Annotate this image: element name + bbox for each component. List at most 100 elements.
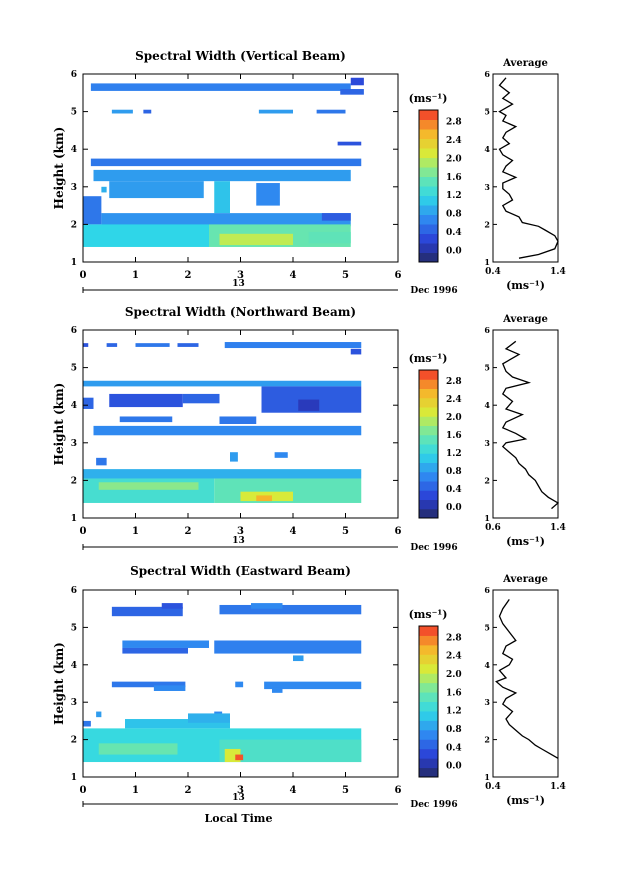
colorbar-tick-label: 0.8 — [446, 210, 462, 220]
y-tick-label: 6 — [71, 70, 77, 80]
colorbar-unit: (ms⁻¹) — [409, 608, 448, 621]
heatmap-cells — [83, 342, 362, 503]
heatmap-cell — [101, 186, 107, 193]
colorbar-tick-label: 0.0 — [446, 762, 462, 772]
colorbar-tick-label: 2.8 — [446, 377, 462, 387]
heatmap-cell — [93, 169, 351, 182]
colorbar-band — [419, 110, 438, 120]
profile-x-tick-label: 1.4 — [550, 782, 566, 792]
x-tick-label: 0 — [80, 785, 87, 796]
colorbar-band — [419, 397, 438, 408]
colorbar-band — [419, 462, 438, 473]
x-tick-label: 5 — [342, 270, 349, 281]
heatmap-cell — [256, 183, 280, 206]
panel-3: Spectral Width (Eastward Beam)0 1 2 3 4 5 6123… — [52, 564, 566, 825]
colorbar-band — [419, 407, 438, 417]
panel-1: Spectral Width (Vertical Beam)0 1 2 3 4 5 6123… — [52, 49, 566, 296]
profile-y-tick-label: 2 — [484, 735, 490, 745]
colorbar: (ms⁻¹) 0.0 0.4 0.8 1.2 1.6 2.0 2.4 2.8 — [409, 608, 462, 778]
heatmap-cell — [101, 213, 351, 227]
colorbar-band — [419, 758, 438, 769]
heatmap-cell — [340, 89, 364, 95]
colorbar-tick-label: 1.6 — [446, 431, 462, 441]
heatmap-cell — [83, 196, 102, 225]
profile-frame — [492, 329, 559, 519]
heatmap-cells — [83, 603, 362, 763]
heatmap-cell — [219, 233, 293, 246]
colorbar: (ms⁻¹) 0.0 0.4 0.8 1.2 1.6 2.0 2.4 2.8 — [409, 352, 462, 519]
heatmap-cell — [90, 83, 351, 91]
colorbar-band — [419, 167, 438, 177]
heatmap-cell — [83, 224, 209, 247]
x-tick-label: 4 — [290, 526, 297, 537]
colorbar-tick-label: 0.4 — [446, 228, 462, 238]
heatmap-cell — [122, 640, 209, 648]
y-tick-label: 4 — [71, 661, 77, 671]
x-tick-label: 6 — [395, 270, 402, 281]
colorbar-tick-label: 1.2 — [446, 449, 462, 459]
x-tick-label: 6 — [395, 526, 402, 537]
colorbar-unit: (ms⁻¹) — [409, 352, 448, 365]
heatmap-cell — [109, 181, 204, 199]
colorbar-band — [419, 767, 438, 778]
colorbar-tick-label: 2.8 — [446, 633, 462, 643]
panel-title: Spectral Width (Vertical Beam) — [135, 49, 346, 63]
profile-y-tick-label: 2 — [484, 219, 490, 229]
colorbar-band — [419, 739, 438, 750]
profile-y-tick-label: 6 — [484, 69, 490, 79]
colorbar-tick-label: 2.4 — [446, 136, 462, 146]
colorbar-tick-label: 0.4 — [446, 485, 462, 495]
profile-y-tick-label: 5 — [484, 107, 490, 117]
colorbar-band — [419, 499, 438, 510]
colorbar-tick-label: 1.6 — [446, 688, 462, 698]
profile-y-tick-label: 1 — [484, 772, 490, 782]
y-tick-label: 3 — [71, 183, 77, 193]
colorbar-band — [419, 508, 438, 519]
colorbar-band — [419, 748, 438, 759]
profile-y-tick-label: 1 — [484, 513, 490, 523]
date-day-label: 13 — [232, 793, 245, 803]
profile-title: Average — [502, 58, 548, 69]
x-tick-label: 2 — [185, 270, 192, 281]
heatmap-cell — [98, 743, 178, 755]
profile-frame — [492, 589, 559, 778]
x-tick-label: 5 — [342, 785, 349, 796]
y-tick-label: 5 — [71, 623, 77, 633]
x-tick-label: 3 — [237, 785, 244, 796]
profile-frame — [492, 73, 559, 263]
y-tick-label: 2 — [71, 476, 77, 486]
x-tick-label: 6 — [395, 785, 402, 796]
y-axis-label: Height (km) — [52, 642, 66, 725]
y-tick-label: 6 — [71, 326, 77, 336]
colorbar-tick-label: 0.0 — [446, 247, 462, 257]
heatmap-cell — [316, 109, 346, 114]
colorbar-band — [419, 129, 438, 139]
colorbar-band — [419, 481, 438, 491]
heatmap-cell — [293, 655, 304, 662]
heatmap-cell — [161, 603, 183, 609]
heatmap-cell — [106, 343, 118, 347]
colorbar-band — [419, 654, 438, 665]
heatmap-cell — [96, 457, 107, 466]
y-tick-label: 3 — [71, 439, 77, 449]
colorbar-band — [419, 701, 438, 712]
heatmap-cell — [119, 416, 173, 423]
colorbar-band — [419, 729, 438, 740]
heatmap-cell — [350, 348, 362, 355]
profile-y-tick-label: 3 — [484, 438, 490, 448]
y-axis-label: Height (km) — [52, 383, 66, 466]
colorbar-band — [419, 233, 438, 244]
profile-x-tick-label: 0.4 — [485, 782, 501, 792]
colorbar-band — [419, 490, 438, 500]
y-tick-label: 3 — [71, 698, 77, 708]
heatmap-cell — [235, 754, 244, 761]
heatmap-cell — [177, 343, 199, 347]
heatmap-cell — [111, 109, 133, 114]
heatmap-cell — [153, 685, 186, 691]
average-profile: Average 1 2 3 4 5 6 0.4 1.4 (ms⁻¹) — [484, 58, 565, 292]
profile-x-tick-label: 1.4 — [550, 523, 566, 533]
heatmap-cell — [109, 393, 183, 408]
colorbar-tick-label: 2.4 — [446, 395, 462, 405]
y-tick-label: 5 — [71, 108, 77, 118]
colorbar-tick-label: 0.8 — [446, 725, 462, 735]
